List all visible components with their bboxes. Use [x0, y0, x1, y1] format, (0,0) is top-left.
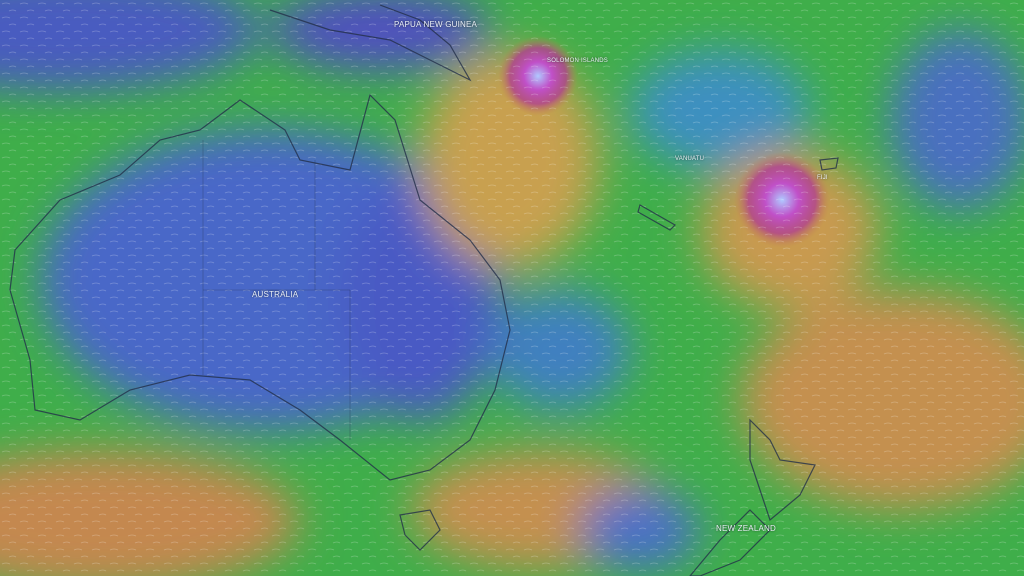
state-borders — [202, 140, 351, 440]
label-new-zealand: NEW ZEALAND — [716, 524, 776, 533]
nz-north-island — [749, 418, 816, 522]
tasmania-coast — [399, 509, 441, 551]
label-fiji: FIJI — [817, 175, 828, 181]
new-caledonia — [637, 204, 676, 231]
nz-south-island — [689, 509, 771, 576]
label-papua-new-guinea: PAPUA NEW GUINEA — [394, 20, 478, 29]
png-coast — [269, 4, 472, 82]
label-vanuatu: VANUATU — [675, 156, 705, 162]
label-solomon-islands: SOLOMON ISLANDS — [547, 58, 609, 64]
australia-coast — [9, 93, 511, 481]
fiji-island — [819, 157, 839, 171]
coastlines — [9, 4, 839, 576]
label-australia: AUSTRALIA — [252, 290, 299, 299]
